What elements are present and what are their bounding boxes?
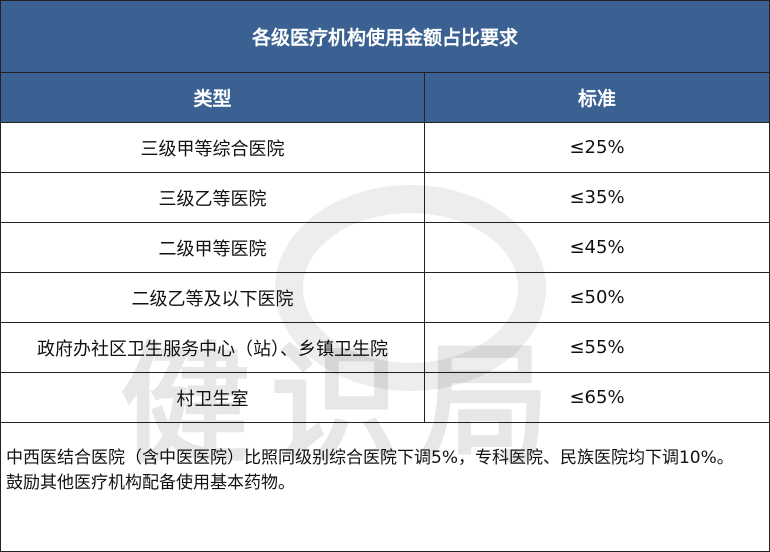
standard-cell: ≤25% [569,137,625,158]
table-notes: 中西医结合医院（含中医医院）比照同级别综合医院下调5%，专科医院、民族医院均下调… [6,446,766,496]
type-cell: 村卫生室 [1,373,425,422]
type-cell: 三级甲等综合医院 [1,123,425,172]
table-row: 二级甲等医院 ≤45% [1,223,769,273]
type-cell: 政府办社区卫生服务中心（站）、乡镇卫生院 [1,323,425,372]
standard-cell: ≤45% [569,237,625,258]
type-cell: 二级甲等医院 [1,223,425,272]
table-row: 三级甲等综合医院 ≤25% [1,123,769,173]
table-title: 各级医疗机构使用金额占比要求 [1,1,769,73]
table-row: 二级乙等及以下医院 ≤50% [1,273,769,323]
standard-cell: ≤50% [569,287,625,308]
header-standard: 标准 [425,73,769,123]
standard-cell: ≤55% [569,337,625,358]
type-cell: 三级乙等医院 [1,173,425,222]
header-type: 类型 [1,73,425,123]
standard-cell: ≤35% [569,187,625,208]
type-cell: 二级乙等及以下医院 [1,273,425,322]
table-row: 政府办社区卫生服务中心（站）、乡镇卫生院 ≤55% [1,323,769,373]
table-row: 三级乙等医院 ≤35% [1,173,769,223]
note-line: 中西医结合医院（含中医医院）比照同级别综合医院下调5%，专科医院、民族医院均下调… [6,448,734,468]
table-row: 村卫生室 ≤65% [1,373,769,423]
note-line: 鼓励其他医疗机构配备使用基本药物。 [6,473,295,493]
standard-cell: ≤65% [569,387,625,408]
